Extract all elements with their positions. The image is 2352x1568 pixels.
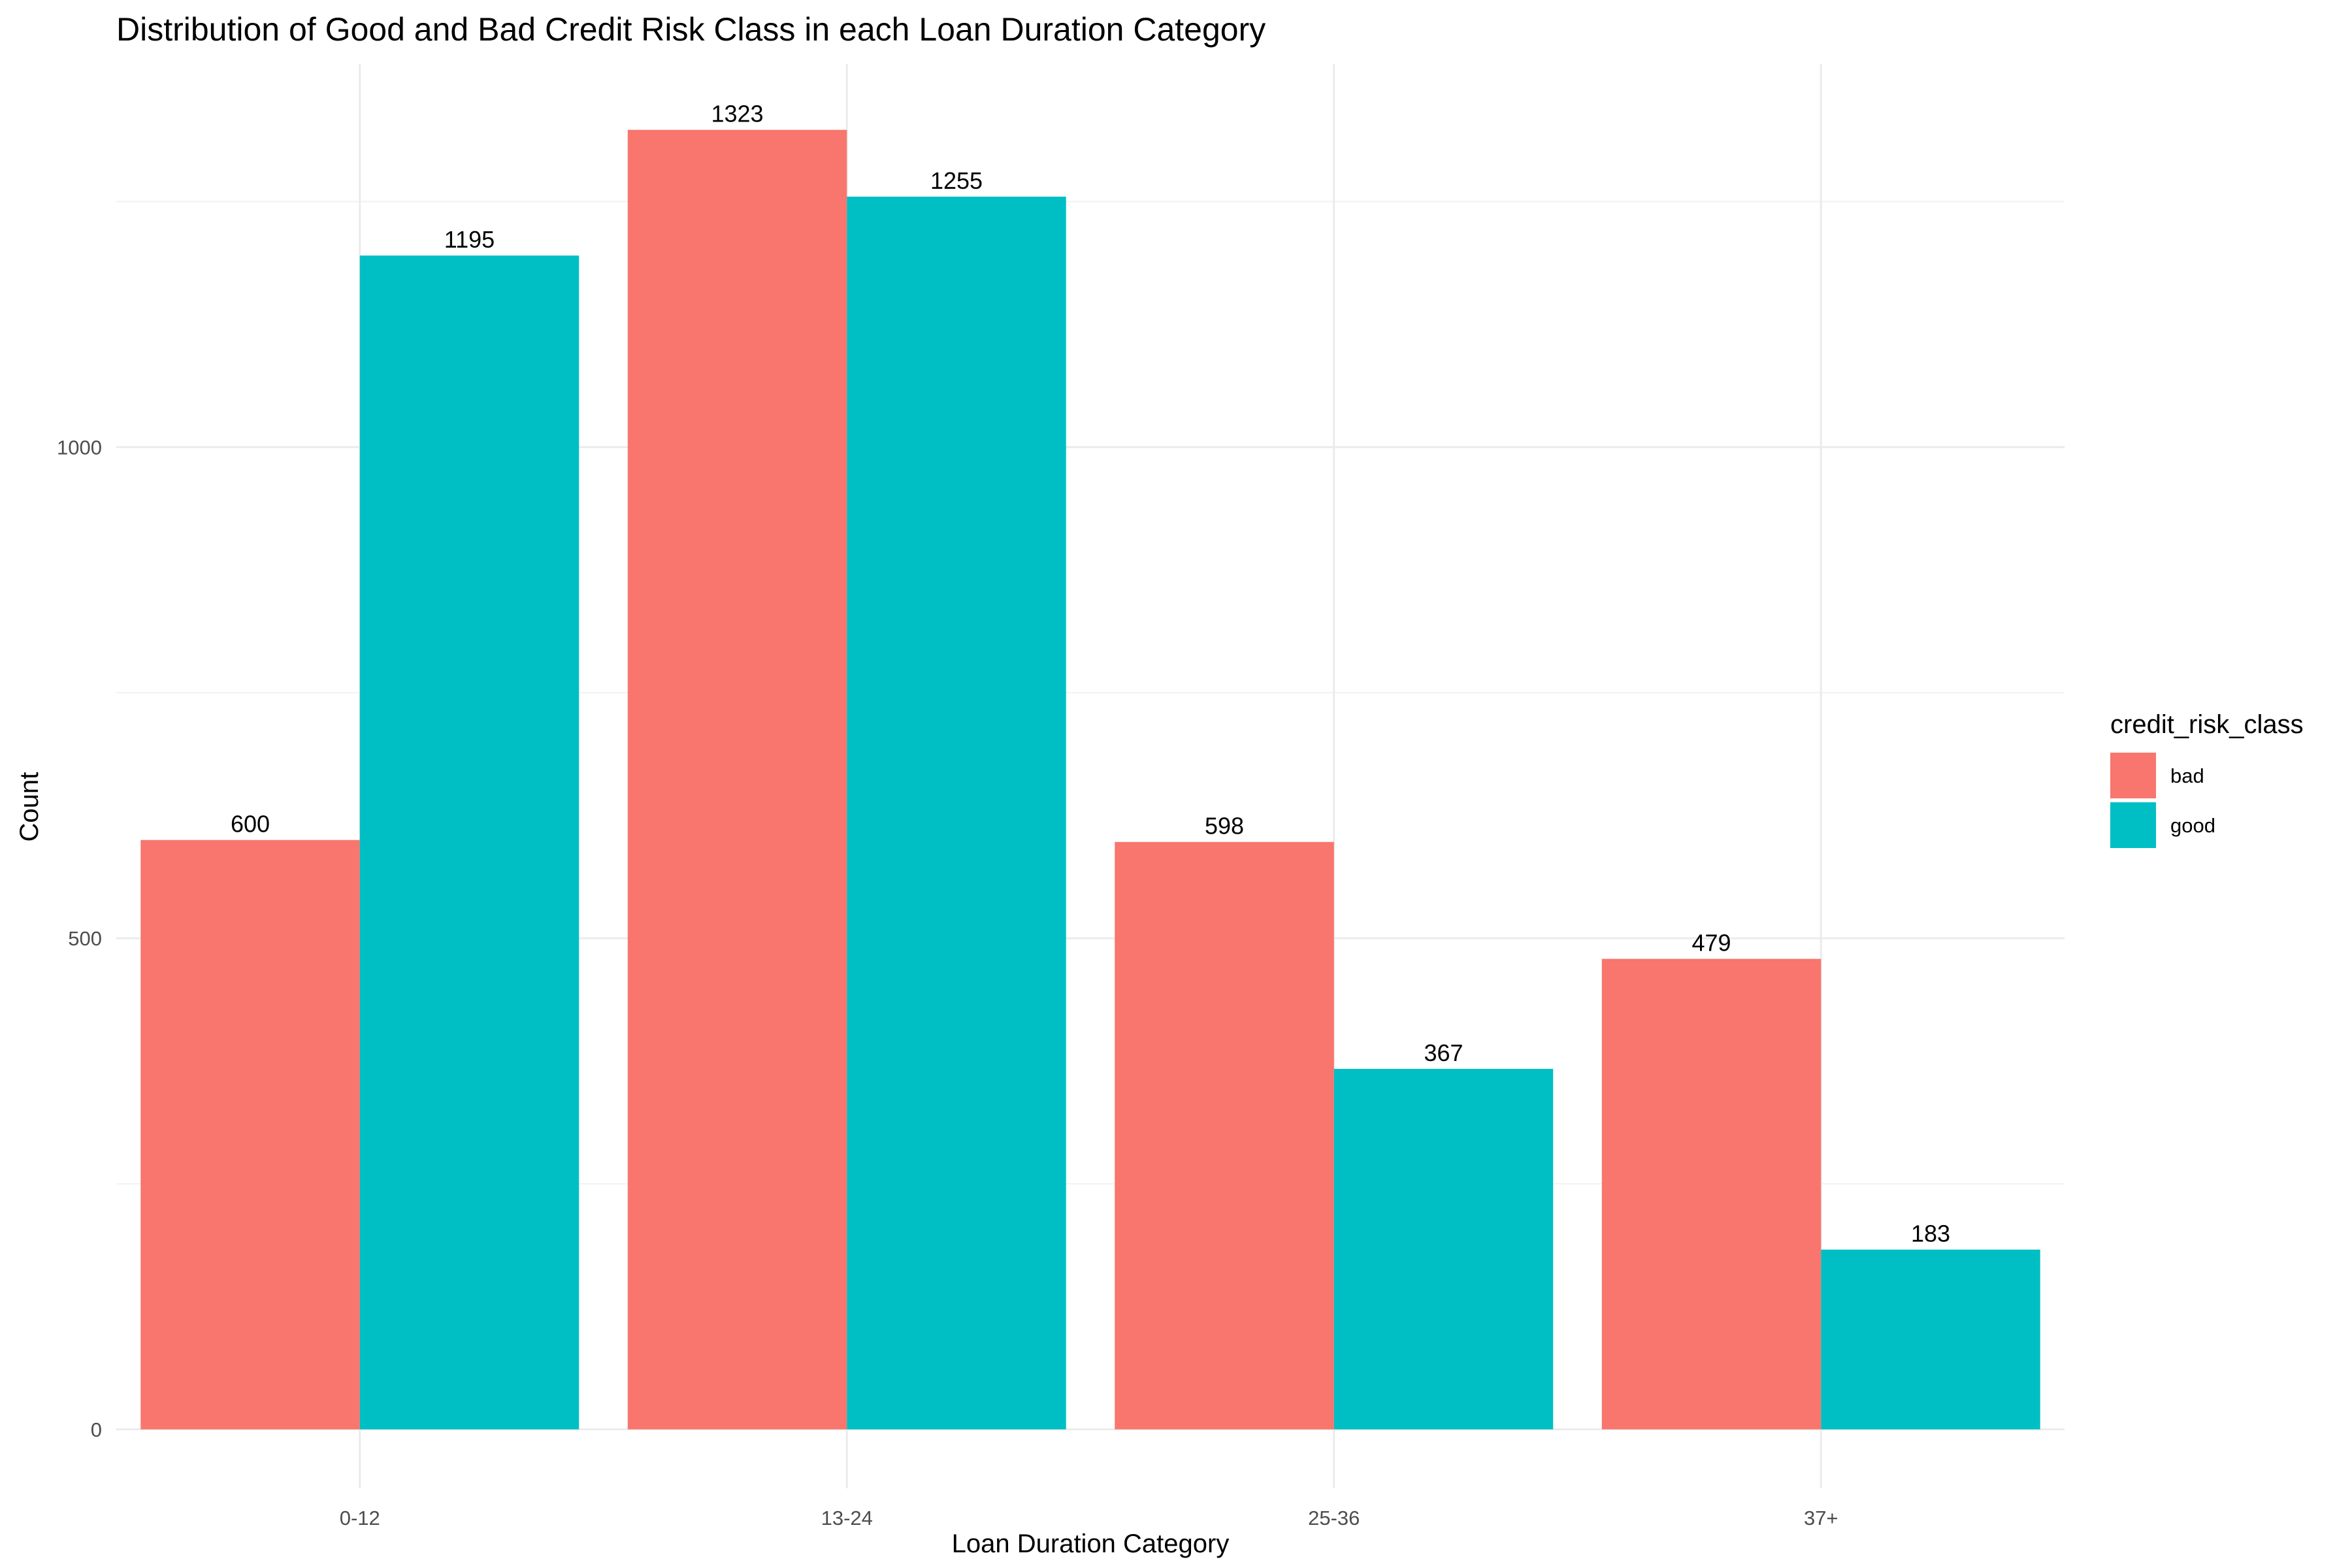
data-label-good-37+: 183 bbox=[1911, 1220, 1950, 1247]
x-axis-ticks: 0-12 13-24 25-36 37+ bbox=[340, 1507, 1838, 1529]
legend-label-bad: bad bbox=[2170, 764, 2204, 787]
bar-bad-0-12 bbox=[140, 840, 360, 1429]
data-label-bad-37+: 479 bbox=[1691, 930, 1731, 956]
y-tick-label: 500 bbox=[68, 927, 102, 950]
y-axis-ticks: 0 500 1000 bbox=[57, 436, 102, 1441]
data-label-good-25-36: 367 bbox=[1424, 1039, 1463, 1066]
x-tick-label: 13-24 bbox=[821, 1507, 873, 1529]
bar-good-37+ bbox=[1821, 1249, 2040, 1429]
x-tick-label: 37+ bbox=[1804, 1507, 1838, 1529]
bar-good-25-36 bbox=[1333, 1069, 1554, 1429]
x-tick-label: 0-12 bbox=[340, 1507, 380, 1529]
bars bbox=[140, 129, 2040, 1429]
legend-label-good: good bbox=[2170, 814, 2215, 837]
chart-title: Distribution of Good and Bad Credit Risk… bbox=[116, 11, 1266, 48]
x-tick-label: 25-36 bbox=[1308, 1507, 1360, 1529]
bar-bad-25-36 bbox=[1115, 841, 1334, 1429]
data-label-good-0-12: 1195 bbox=[444, 226, 495, 253]
y-axis-title: Count bbox=[15, 772, 44, 842]
data-labels: 600 1323 598 479 1195 1255 367 183 bbox=[231, 101, 1950, 1247]
bar-good-13-24 bbox=[847, 196, 1066, 1429]
x-axis-title: Loan Duration Category bbox=[952, 1529, 1230, 1558]
legend-key-bad bbox=[2110, 753, 2156, 798]
y-tick-label: 1000 bbox=[57, 436, 102, 459]
data-label-bad-13-24: 1323 bbox=[711, 101, 763, 127]
data-label-good-13-24: 1255 bbox=[930, 167, 983, 194]
legend-key-good bbox=[2110, 802, 2156, 848]
y-tick-label: 0 bbox=[91, 1418, 102, 1441]
bar-bad-37+ bbox=[1601, 958, 1821, 1429]
legend: credit_risk_class bad good bbox=[2110, 710, 2304, 848]
data-label-bad-25-36: 598 bbox=[1205, 813, 1244, 840]
data-label-bad-0-12: 600 bbox=[231, 811, 270, 838]
bar-good-0-12 bbox=[359, 255, 580, 1429]
legend-title: credit_risk_class bbox=[2110, 710, 2304, 739]
bar-bad-13-24 bbox=[627, 129, 847, 1429]
